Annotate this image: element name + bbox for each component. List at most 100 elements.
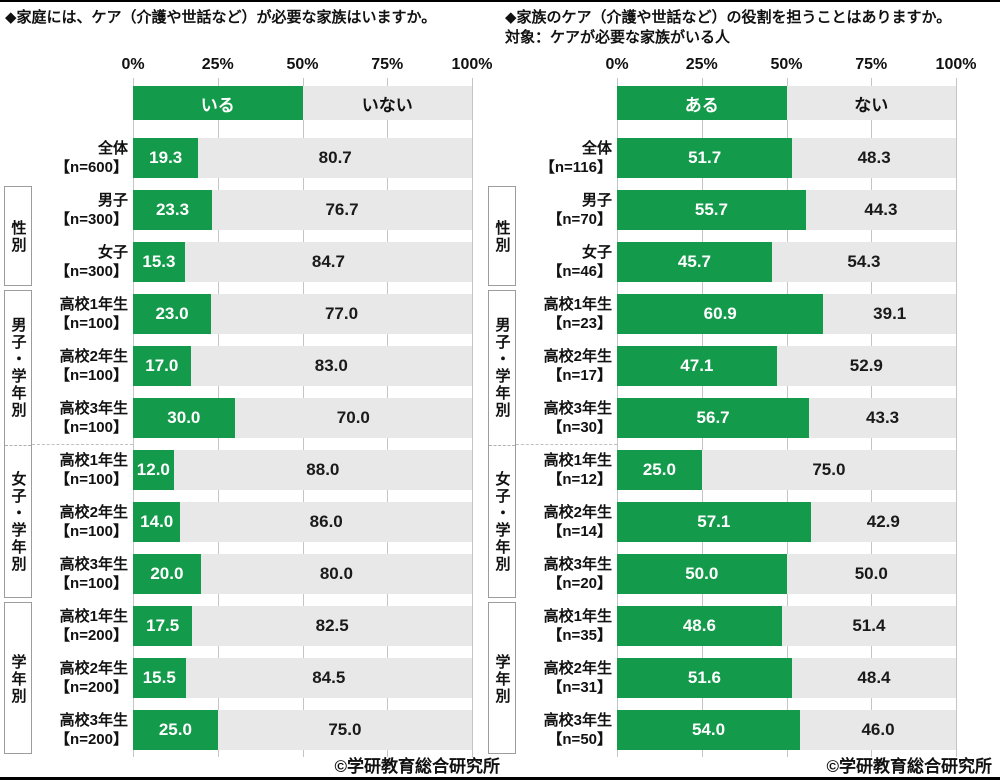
bar-segment-yes: 60.9 — [617, 294, 824, 334]
bar-value-yes: 12.0 — [136, 460, 170, 479]
row-n: 【n=300】 — [55, 263, 128, 280]
bar-segment-no: 77.0 — [211, 294, 472, 334]
group-box: 学年別 — [488, 602, 516, 754]
bar-value-no: 70.0 — [336, 408, 370, 427]
bar-segment-no: 51.4 — [782, 606, 956, 646]
bar-value-yes: 55.7 — [694, 200, 728, 219]
bar-value-yes: 15.5 — [142, 668, 176, 687]
bar-value-no: 39.1 — [873, 304, 907, 323]
row-n: 【n=20】 — [547, 575, 612, 592]
bar-value-yes: 56.7 — [696, 408, 730, 427]
bar-segment-no: 70.0 — [235, 398, 472, 438]
bar-segment-no: 75.0 — [218, 710, 472, 750]
bar-value-no: 82.5 — [315, 616, 349, 635]
row-name: 男子 — [97, 192, 128, 209]
bar-segment-yes: 54.0 — [617, 710, 801, 750]
bar-segment-yes: 30.0 — [133, 398, 235, 438]
row-name: 全体 — [97, 140, 128, 157]
bar-value-no: 43.3 — [866, 408, 900, 427]
group-label: 女子・学年別 — [9, 471, 27, 573]
bar-value-no: 48.3 — [857, 148, 891, 167]
bar-row: 高校2年生 【n=17】 47.1 52.9 — [484, 346, 1000, 386]
row-label: 高校3年生 【n=100】 — [0, 398, 128, 438]
group-box: 男子・学年別 女子・学年別 — [4, 290, 32, 598]
row-name: 高校2年生 — [543, 348, 612, 365]
bar-value-no: 42.9 — [866, 512, 900, 531]
row-name: 高校3年生 — [543, 556, 612, 573]
group-divider-extension — [516, 444, 617, 445]
row-name: 高校1年生 — [543, 296, 612, 313]
axis-tick-label: 100% — [935, 56, 977, 73]
bar-value-no: 54.3 — [847, 252, 881, 271]
row-label: 高校2年生 【n=31】 — [484, 658, 612, 698]
row-label: 高校1年生 【n=200】 — [0, 606, 128, 646]
row-label: 高校2年生 【n=100】 — [0, 502, 128, 542]
bar-segment-no: 43.3 — [809, 398, 956, 438]
bar-rows: 全体 【n=600】 19.3 80.7 男子 【n=300】 23.3 76.7 女子 【n=3… — [0, 138, 500, 750]
row-n: 【n=300】 — [55, 211, 128, 228]
bar-segment-yes: 51.7 — [617, 138, 793, 178]
row-n: 【n=23】 — [547, 315, 612, 332]
bar-row: 高校3年生 【n=100】 30.0 70.0 — [0, 398, 500, 438]
row-label: 高校1年生【n=23】 — [484, 294, 612, 334]
row-name: 高校2年生 — [59, 348, 128, 365]
bar-value-yes: 47.1 — [680, 356, 714, 375]
group-slot: 男子・学年別 — [489, 291, 515, 445]
bar-row: 男子 【n=70】 55.7 44.3 — [484, 190, 1000, 230]
row-label: 全体 【n=116】 — [484, 138, 612, 178]
row-n: 【n=200】 — [55, 627, 128, 644]
row-name: 全体 — [581, 140, 612, 157]
bar-segment-no: 82.5 — [192, 606, 472, 646]
bar-value-yes: 54.0 — [691, 720, 726, 739]
bar-row: 高校1年生 【n=23】 60.9 39.1 — [484, 294, 1000, 334]
bar-track: 23.0 77.0 — [133, 294, 472, 334]
bar-value-yes: 19.3 — [149, 148, 183, 167]
bar-value-no: 88.0 — [306, 460, 340, 479]
row-name: 高校3年生 — [543, 400, 612, 417]
bar-row: 高校1年生 【n=100】 12.0 88.0 — [0, 450, 500, 490]
bar-segment-yes: 57.1 — [617, 502, 811, 542]
row-n: 【n=100】 — [55, 471, 128, 488]
row-label: 高校3年生 【n=50】 — [484, 710, 612, 750]
row-n: 【n=100】 — [55, 367, 128, 384]
bar-row: 高校1年生 【n=200】 17.5 82.5 — [0, 606, 500, 646]
bar-track: 48.6 51.4 — [617, 606, 956, 646]
bar-row: 高校1年生 【n=35】 48.6 51.4 — [484, 606, 1000, 646]
chart-care-role: ◆家族のケア（介護や世話など）の役割を担うことはありますか。 対象：ケアが必要な… — [484, 0, 1000, 780]
group-slot: 性別 — [489, 187, 515, 287]
group-box: 男子・学年別 女子・学年別 — [488, 290, 516, 598]
row-name: 高校3年生 — [59, 556, 128, 573]
bar-segment-yes: 14.0 — [133, 502, 181, 542]
bar-value-no: 50.0 — [854, 564, 888, 583]
group-slot: 学年別 — [489, 603, 515, 755]
row-label: 高校1年生 【n=100】 — [0, 294, 128, 334]
bar-row: 女子 【n=46】 45.7 54.3 — [484, 242, 1000, 282]
row-label: 高校3年生 【n=30】 — [484, 398, 612, 438]
bar-value-yes: 20.0 — [150, 564, 184, 583]
bar-value-no: 80.7 — [318, 148, 352, 167]
bar-track: 57.1 42.9 — [617, 502, 956, 542]
bar-value-no: 75.0 — [328, 720, 362, 739]
bar-value-no: 48.4 — [857, 668, 891, 687]
axis-tick-label: 25% — [201, 56, 234, 73]
copyright-credit: ©学研教育総合研究所 — [334, 757, 500, 776]
row-n: 【n=14】 — [547, 523, 612, 540]
row-label: 男子【n=300】 — [0, 190, 128, 230]
group-divider — [5, 445, 31, 446]
bar-row: 高校3年生 【n=200】 25.0 75.0 — [0, 710, 500, 750]
row-label: 高校3年生【n=20】 — [484, 554, 612, 594]
bar-segment-yes: 20.0 — [133, 554, 201, 594]
group-label: 学年別 — [493, 653, 511, 705]
axis-tick-label: 50% — [770, 56, 803, 73]
bar-segment-no: 44.3 — [806, 190, 956, 230]
bar-value-yes: 25.0 — [158, 720, 192, 739]
row-name: 女子 — [581, 244, 612, 261]
row-label: 高校1年生 【n=12】 — [484, 450, 612, 490]
row-label: 高校1年生 【n=100】 — [0, 450, 128, 490]
row-name: 高校1年生 — [543, 608, 612, 625]
row-label: 全体 【n=600】 — [0, 138, 128, 178]
row-label: 高校1年生 【n=35】 — [484, 606, 612, 646]
group-divider — [489, 445, 515, 446]
bar-track: 55.7 44.3 — [617, 190, 956, 230]
bar-segment-no: 52.9 — [777, 346, 956, 386]
